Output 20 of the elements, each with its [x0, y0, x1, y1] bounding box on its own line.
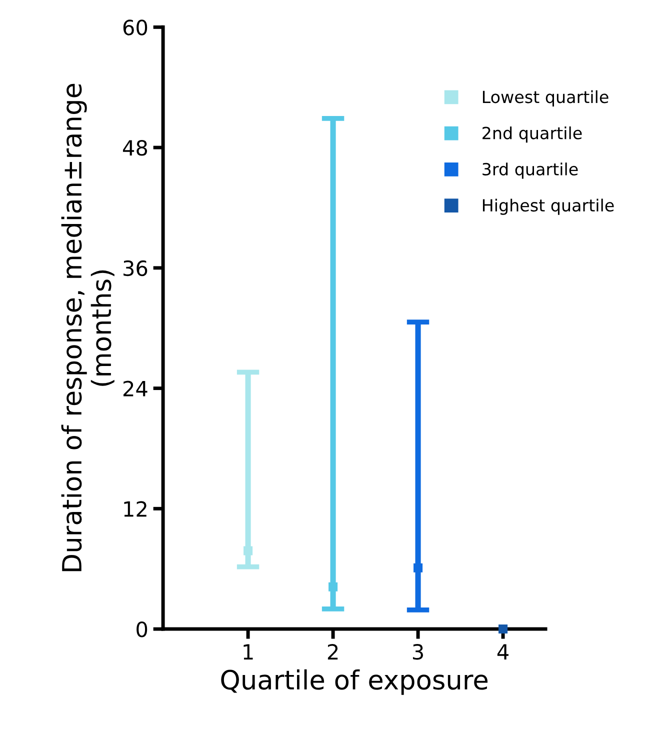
x-tick-label: 4: [497, 644, 508, 660]
point: [498, 624, 508, 634]
x-tick-label: 3: [412, 644, 423, 660]
y-axis-title: Duration of response, median±range (months): [61, 84, 114, 572]
point: [244, 546, 253, 556]
legend-label: Highest quartile: [482, 198, 614, 215]
x-axis-title: Quartile of exposure: [221, 669, 488, 695]
y-tick-label: 12: [124, 501, 146, 517]
y-tick-label: 60: [123, 20, 148, 36]
y-tick-label: 36: [124, 260, 148, 276]
y-tick-label: 24: [123, 380, 148, 396]
legend-label: 2nd quartile: [482, 126, 582, 143]
y-tick-label: 0: [136, 621, 148, 638]
x-tick-label: 1: [244, 644, 253, 660]
y-tick-label: 48: [122, 140, 148, 156]
legend-label: 3rd quartile: [482, 162, 578, 179]
point: [328, 582, 338, 592]
point: [414, 563, 423, 572]
legend-label: Lowest quartile: [482, 90, 608, 106]
x-tick-label: 2: [328, 644, 338, 660]
